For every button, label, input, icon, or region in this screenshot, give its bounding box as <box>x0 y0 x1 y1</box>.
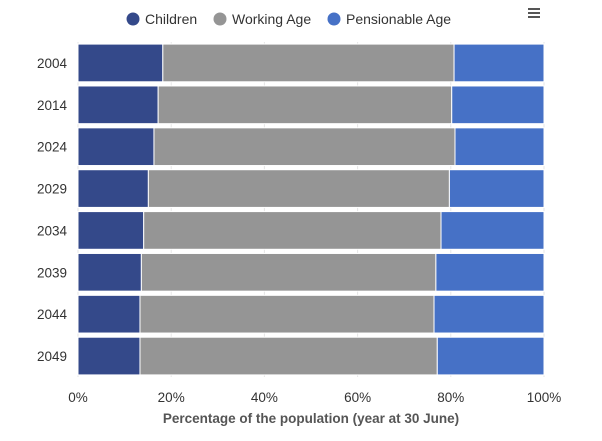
x-tick-label: 20% <box>158 390 185 405</box>
bar-segment-working-age[interactable]: 2029 Working Age: 64.6% <box>147 169 450 208</box>
bar-segment-working-age[interactable]: 2004 Working Age: 62.5% <box>162 43 455 83</box>
y-tick-label: 2044 <box>37 307 68 322</box>
legend-item-working-age[interactable]: Working Age <box>213 11 312 27</box>
legend-label: Pensionable Age <box>346 11 451 27</box>
x-axis-labels: 0% 20% 40% 60% 80% 100% <box>68 390 561 405</box>
y-tick-label: 2004 <box>37 56 68 71</box>
bar-segment-pensionable-age[interactable]: 2039 Pensionable Age: 23.2% <box>435 252 545 292</box>
x-tick-label: 80% <box>437 390 464 405</box>
bar-segment-children[interactable]: 2044 Children: 13.3% <box>77 294 141 334</box>
bar-segment-working-age[interactable]: 2049 Working Age: 63.8% <box>139 336 438 376</box>
bar-segment-working-age[interactable]: 2014 Working Age: 63% <box>157 85 453 125</box>
bar-segment-pensionable-age[interactable]: 2049 Pensionable Age: 22.9% <box>436 336 545 376</box>
bar-segment-pensionable-age[interactable]: 2024 Pensionable Age: 19.1% <box>454 127 545 167</box>
x-tick-label: 60% <box>344 390 371 405</box>
x-axis-title: Percentage of the population (year at 30… <box>163 411 459 426</box>
y-axis-labels: 2004 2014 2024 2029 2034 2039 2044 2049 <box>37 56 68 364</box>
bar-segment-children[interactable]: 2039 Children: 13.6% <box>77 252 142 292</box>
legend-item-pensionable-age[interactable]: Pensionable Age <box>327 11 452 27</box>
bar-segment-working-age[interactable]: 2044 Working Age: 63.1% <box>139 294 435 334</box>
legend-label: Working Age <box>232 11 311 27</box>
x-tick-label: 0% <box>68 390 88 405</box>
bar-segment-pensionable-age[interactable]: 2014 Pensionable Age: 19.8% <box>451 85 545 125</box>
legend-marker <box>327 12 341 26</box>
legend[interactable]: Children Working Age Pensionable Age <box>126 11 452 27</box>
x-tick-label: 100% <box>527 390 562 405</box>
y-tick-label: 2034 <box>37 223 68 238</box>
bar-segment-pensionable-age[interactable]: 2004 Pensionable Age: 19.3% <box>453 43 545 83</box>
bar-segment-working-age[interactable]: 2024 Working Age: 64.6% <box>153 127 456 167</box>
legend-marker <box>126 12 140 26</box>
menu-line <box>528 12 540 14</box>
menu-line <box>528 16 540 18</box>
bar-segment-working-age[interactable]: 2034 Working Age: 63.8% <box>143 211 442 250</box>
legend-label: Children <box>145 11 197 27</box>
y-tick-label: 2049 <box>37 349 67 364</box>
bar-segment-working-age[interactable]: 2039 Working Age: 63.2% <box>140 252 437 292</box>
bar-segment-pensionable-age[interactable]: 2034 Pensionable Age: 22.1% <box>440 211 545 250</box>
bar-segment-children[interactable]: 2029 Children: 15.1% <box>77 169 149 208</box>
menu-line <box>528 8 540 10</box>
y-tick-label: 2039 <box>37 265 67 280</box>
bar-segment-children[interactable]: 2014 Children: 17.2% <box>77 85 159 125</box>
bar-segment-children[interactable]: 2004 Children: 18.2% <box>77 43 164 83</box>
bar-segment-children[interactable]: 2049 Children: 13.3% <box>77 336 141 376</box>
bars: 2004 Children: 18.2%2004 Working Age: 62… <box>77 43 545 376</box>
hamburger-menu-icon[interactable] <box>523 4 545 22</box>
legend-item-children[interactable]: Children <box>126 11 198 27</box>
bar-segment-pensionable-age[interactable]: 2029 Pensionable Age: 20.3% <box>448 169 545 208</box>
y-tick-label: 2024 <box>37 140 68 155</box>
x-tick-label: 40% <box>251 390 278 405</box>
y-tick-label: 2014 <box>37 98 68 113</box>
bar-segment-pensionable-age[interactable]: 2044 Pensionable Age: 23.6% <box>433 294 545 334</box>
y-tick-label: 2029 <box>37 182 67 197</box>
legend-marker <box>213 12 227 26</box>
bar-segment-children[interactable]: 2034 Children: 14.1% <box>77 211 145 250</box>
bar-segment-children[interactable]: 2024 Children: 16.3% <box>77 127 155 167</box>
